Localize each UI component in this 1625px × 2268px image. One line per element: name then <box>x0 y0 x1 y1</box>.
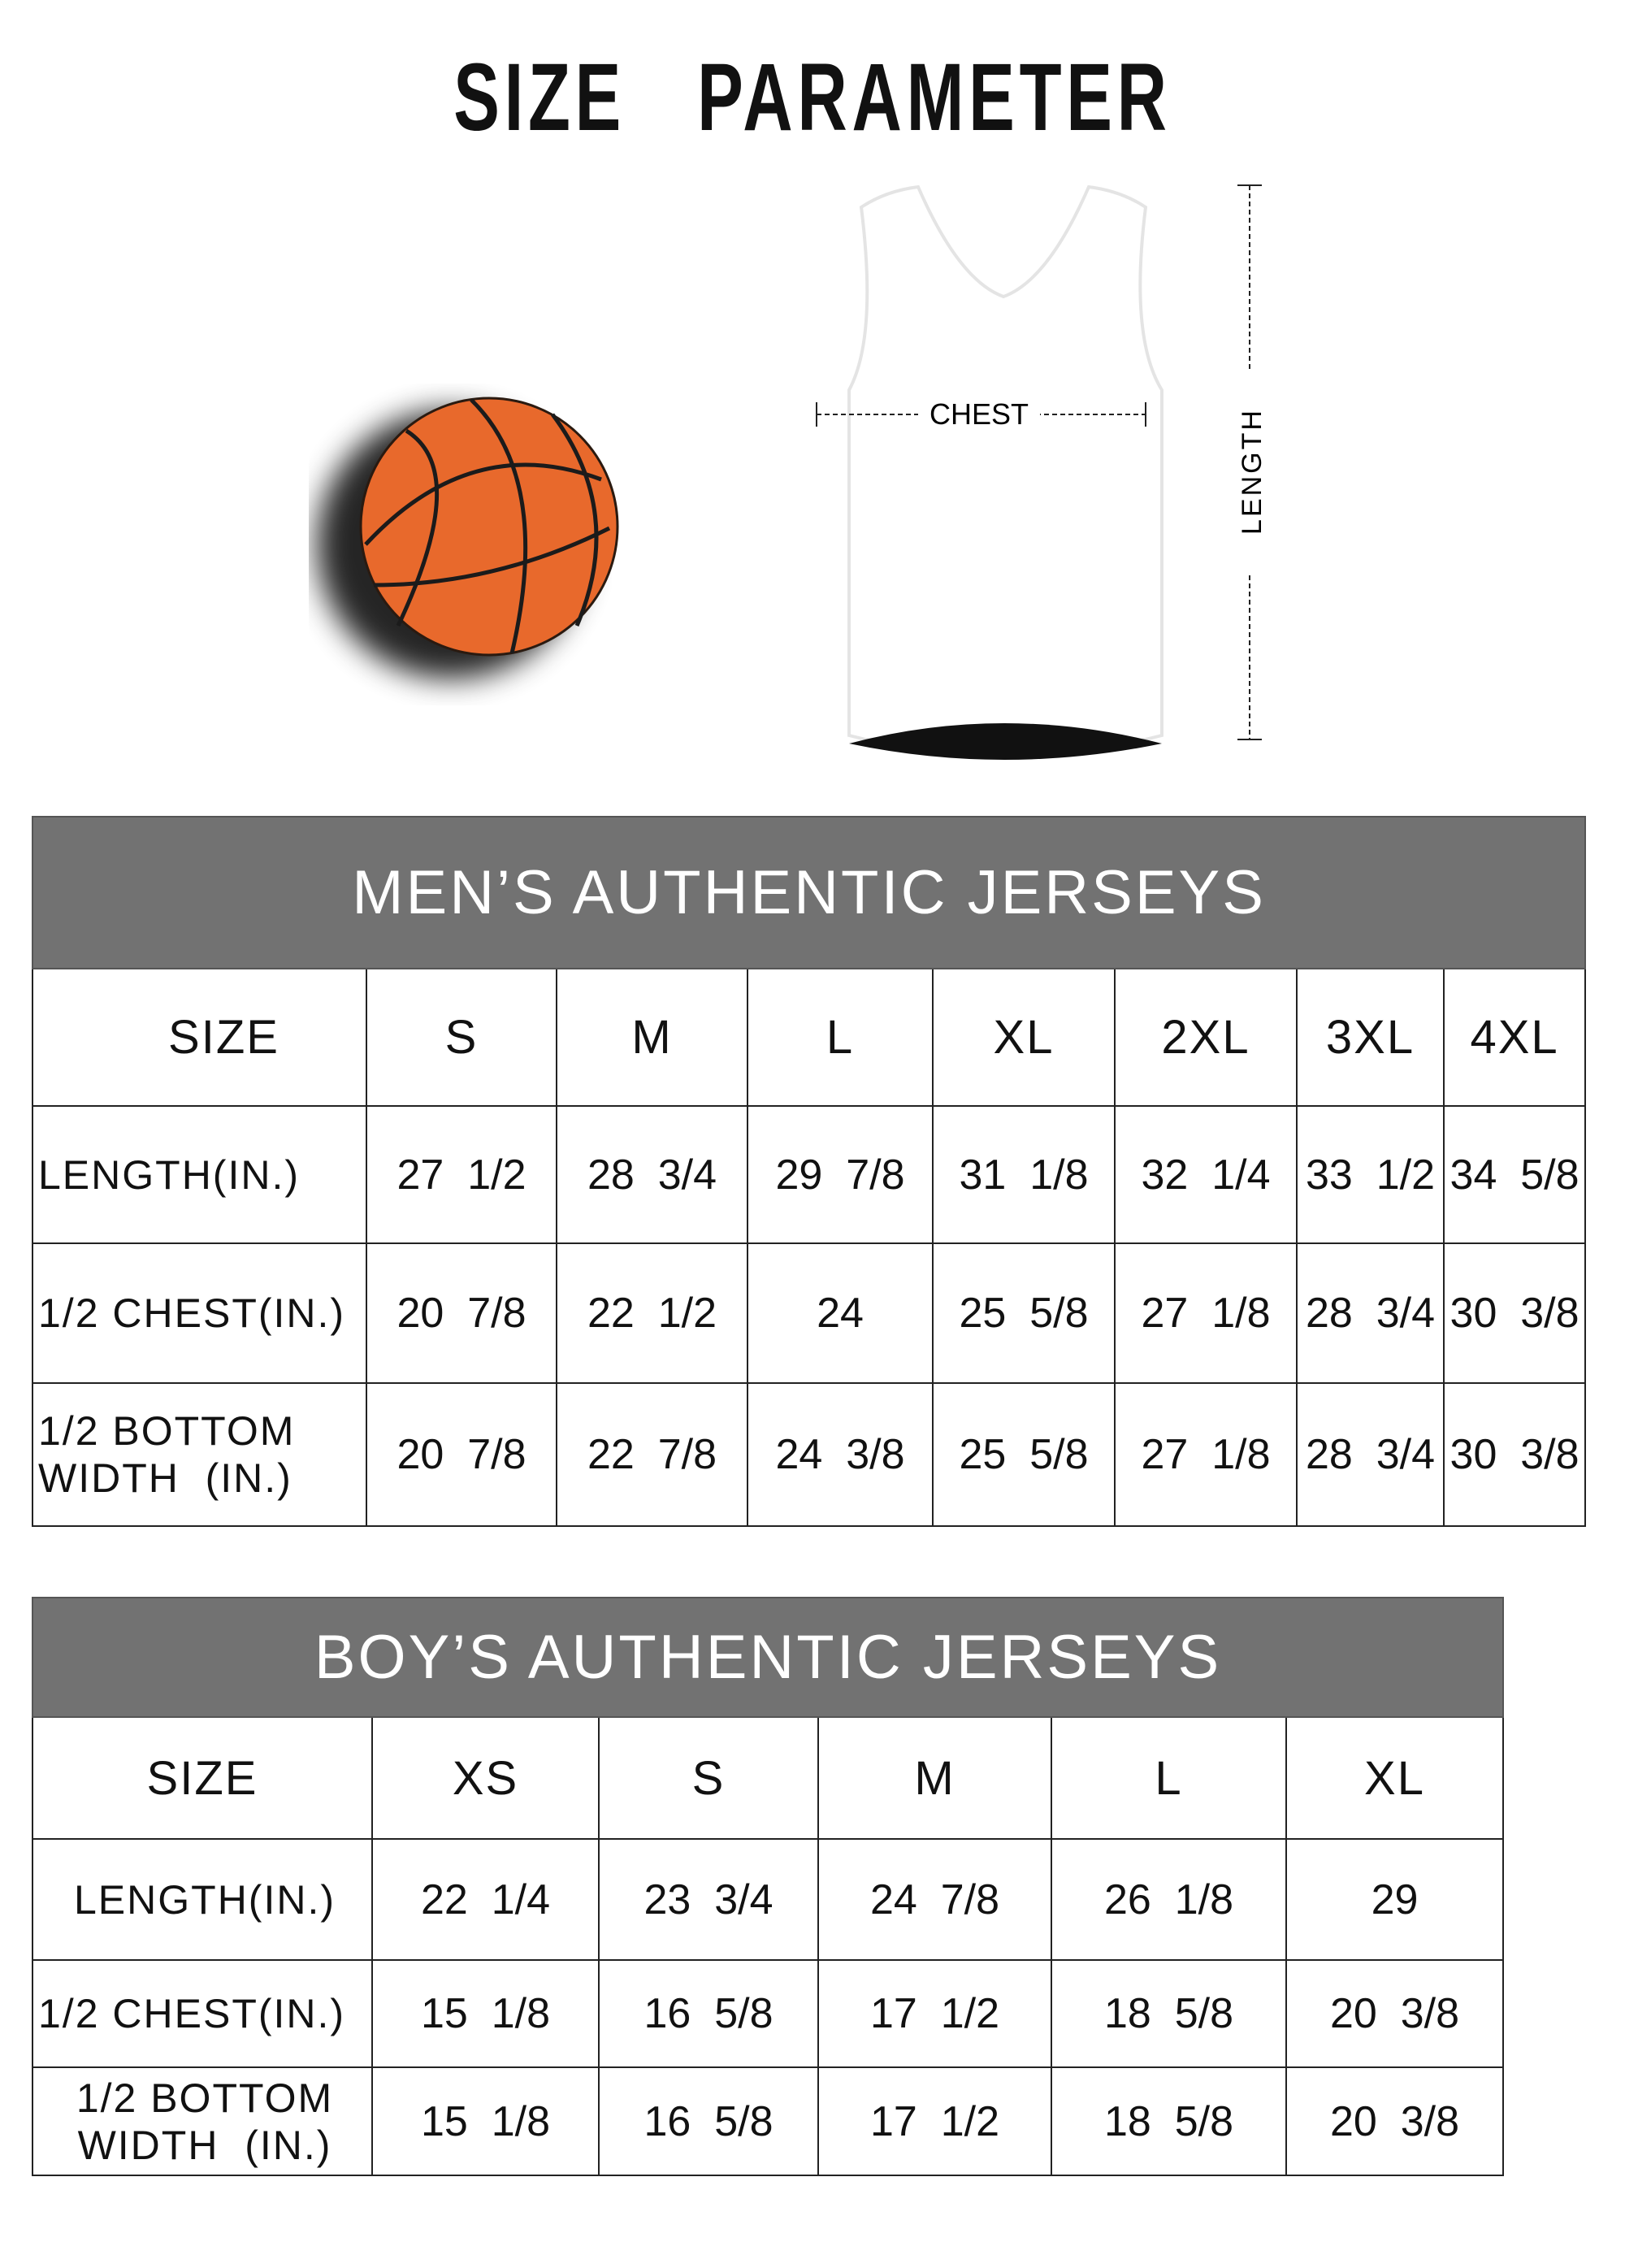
size-header: SIZE <box>32 1716 373 1840</box>
size-col-header: XS <box>371 1716 600 1840</box>
size-col-header: L <box>1051 1716 1287 1840</box>
size-col-header: 4XL <box>1442 968 1587 1107</box>
table-cell: 30 3/8 <box>1442 1242 1587 1384</box>
mens-table-title: MEN’S AUTHENTIC JERSEYS <box>31 816 1587 969</box>
boys-table-title: BOY’S AUTHENTIC JERSEYS <box>32 1597 1504 1718</box>
table-cell: 15 1/8 <box>371 2066 600 2176</box>
table-cell: 20 3/8 <box>1285 1959 1504 2068</box>
table-cell: 16 5/8 <box>598 2066 819 2176</box>
size-col-header: S <box>598 1716 819 1840</box>
table-cell: 25 5/8 <box>932 1382 1116 1527</box>
table-cell: 20 7/8 <box>366 1382 557 1527</box>
row-label: LENGTH(IN.) <box>32 1105 367 1244</box>
jersey-diagram: CHEST LENGTH <box>816 184 1268 760</box>
table-row: 1/2 CHEST(IN.) 15 1/8 16 5/8 17 1/2 18 5… <box>32 1959 1504 2068</box>
table-cell: 28 3/4 <box>556 1105 748 1244</box>
row-label: LENGTH(IN.) <box>32 1838 373 1961</box>
table-cell: 17 1/2 <box>817 2066 1052 2176</box>
size-col-header: 3XL <box>1296 968 1445 1107</box>
mens-size-table: MEN’S AUTHENTIC JERSEYS SIZE S M L XL 2X… <box>31 816 1587 1527</box>
chest-label: CHEST <box>930 397 1029 431</box>
table-row: 1/2 CHEST(IN.) 20 7/8 22 1/2 24 25 5/8 2… <box>32 1242 1587 1384</box>
table-cell: 18 5/8 <box>1051 2066 1287 2176</box>
row-label: 1/2 CHEST(IN.) <box>32 1242 367 1384</box>
table-cell: 29 7/8 <box>747 1105 934 1244</box>
size-col-header: XL <box>932 968 1116 1107</box>
size-col-header: XL <box>1285 1716 1504 1840</box>
table-cell: 18 5/8 <box>1051 1959 1287 2068</box>
table-cell: 28 3/4 <box>1296 1242 1445 1384</box>
size-col-header: M <box>556 968 748 1107</box>
row-label: 1/2 CHEST(IN.) <box>32 1959 373 2068</box>
length-label: LENGTH <box>1237 408 1268 535</box>
table-cell: 32 1/4 <box>1114 1105 1298 1244</box>
table-cell: 22 1/2 <box>556 1242 748 1384</box>
table-row: LENGTH(IN.) 27 1/2 28 3/4 29 7/8 31 1/8 … <box>32 1105 1587 1244</box>
basketball-icon <box>317 397 619 679</box>
table-cell: 30 3/8 <box>1442 1382 1587 1527</box>
size-col-header: L <box>747 968 934 1107</box>
boys-size-table: BOY’S AUTHENTIC JERSEYS SIZE XS S M L XL… <box>32 1597 1504 2176</box>
size-header: SIZE <box>32 968 367 1107</box>
table-cell: 24 <box>747 1242 934 1384</box>
table-cell: 27 1/8 <box>1114 1242 1298 1384</box>
table-cell: 24 3/8 <box>747 1382 934 1527</box>
table-cell: 24 7/8 <box>817 1838 1052 1961</box>
table-cell: 27 1/8 <box>1114 1382 1298 1527</box>
table-cell: 22 1/4 <box>371 1838 600 1961</box>
table-cell: 20 7/8 <box>366 1242 557 1384</box>
table-row: 1/2 BOTTOM WIDTH (IN.) 20 7/8 22 7/8 24 … <box>32 1382 1587 1527</box>
table-row: 1/2 BOTTOM WIDTH (IN.) 15 1/8 16 5/8 17 … <box>32 2066 1504 2176</box>
size-col-header: 2XL <box>1114 968 1298 1107</box>
size-col-header: M <box>817 1716 1052 1840</box>
table-cell: 17 1/2 <box>817 1959 1052 2068</box>
table-cell: 22 7/8 <box>556 1382 748 1527</box>
table-cell: 34 5/8 <box>1442 1105 1587 1244</box>
table-cell: 23 3/4 <box>598 1838 819 1961</box>
table-cell: 31 1/8 <box>932 1105 1116 1244</box>
table-cell: 15 1/8 <box>371 1959 600 2068</box>
row-label: 1/2 BOTTOM WIDTH (IN.) <box>32 1382 367 1527</box>
table-cell: 29 <box>1285 1838 1504 1961</box>
table-cell: 25 5/8 <box>932 1242 1116 1384</box>
table-cell: 26 1/8 <box>1051 1838 1287 1961</box>
size-col-header: S <box>366 968 557 1107</box>
table-cell: 27 1/2 <box>366 1105 557 1244</box>
table-row: LENGTH(IN.) 22 1/4 23 3/4 24 7/8 26 1/8 … <box>32 1838 1504 1961</box>
row-label: 1/2 BOTTOM WIDTH (IN.) <box>32 2066 373 2176</box>
table-cell: 33 1/2 <box>1296 1105 1445 1244</box>
table-cell: 28 3/4 <box>1296 1382 1445 1527</box>
table-cell: 16 5/8 <box>598 1959 819 2068</box>
table-cell: 20 3/8 <box>1285 2066 1504 2176</box>
page-title: SIZE PARAMETER <box>453 44 1172 151</box>
